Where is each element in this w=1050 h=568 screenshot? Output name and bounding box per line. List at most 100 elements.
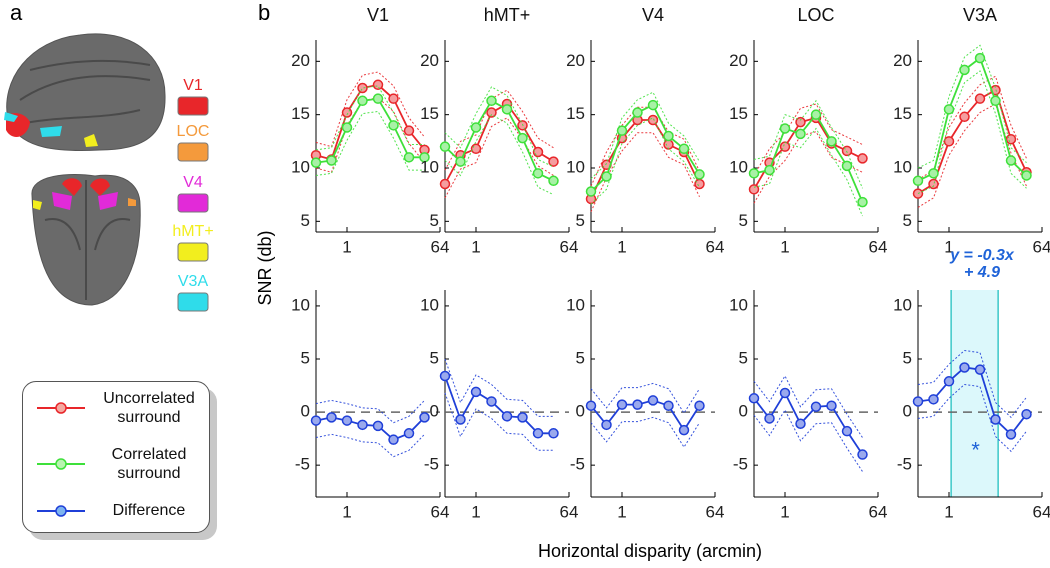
data-point bbox=[943, 104, 955, 115]
data-point bbox=[810, 401, 822, 413]
data-point bbox=[795, 128, 806, 140]
data-point bbox=[486, 396, 497, 407]
y-tick-label: -5 bbox=[733, 455, 748, 474]
x-tick-label: 1 bbox=[471, 502, 480, 521]
data-point bbox=[548, 175, 559, 187]
significance-marker: * bbox=[970, 437, 980, 462]
y-tick-label: 5 bbox=[903, 348, 912, 367]
y-tick-label: 20 bbox=[291, 51, 310, 70]
x-tick-label: 1 bbox=[780, 502, 789, 521]
data-point bbox=[601, 419, 612, 431]
data-point bbox=[1021, 408, 1032, 420]
data-point bbox=[678, 143, 690, 155]
x-tick-label: 1 bbox=[342, 237, 351, 256]
data-point bbox=[455, 156, 466, 167]
y-tick-label: 10 bbox=[893, 157, 912, 176]
data-point bbox=[678, 424, 690, 436]
data-point bbox=[501, 411, 513, 422]
data-point bbox=[748, 393, 760, 404]
y-tick-label: -5 bbox=[424, 455, 439, 474]
data-point bbox=[647, 114, 659, 126]
data-point bbox=[388, 434, 399, 445]
error-band-line bbox=[753, 408, 863, 472]
error-band-line bbox=[917, 103, 1027, 208]
data-point bbox=[341, 107, 353, 118]
error-band-line bbox=[315, 71, 425, 148]
x-tick-label: 1 bbox=[944, 237, 953, 256]
roi-label: V3A bbox=[178, 273, 209, 290]
legend-label: Difference bbox=[112, 502, 186, 519]
y-tick-label: 0 bbox=[430, 402, 439, 421]
annotation: + 4.9 bbox=[964, 264, 1000, 281]
data-point bbox=[647, 99, 659, 111]
data-point bbox=[403, 125, 415, 136]
annotation: y = -0.3x bbox=[949, 247, 1015, 264]
series-line bbox=[590, 119, 701, 200]
x-tick-label: 64 bbox=[706, 502, 725, 521]
data-point bbox=[326, 412, 337, 423]
data-point bbox=[419, 152, 430, 163]
data-point bbox=[532, 146, 544, 158]
legend-swatches bbox=[37, 402, 85, 517]
data-point bbox=[974, 93, 986, 104]
data-point bbox=[403, 152, 415, 163]
y-tick-label: 10 bbox=[566, 157, 585, 176]
y-tick-label: 15 bbox=[893, 104, 912, 123]
y-tick-label: 15 bbox=[566, 104, 585, 123]
y-tick-label: 10 bbox=[729, 295, 748, 314]
data-point bbox=[959, 64, 970, 76]
data-point bbox=[532, 428, 544, 439]
x-tick-label: 64 bbox=[560, 237, 579, 256]
y-tick-label: 20 bbox=[566, 51, 585, 70]
data-point bbox=[857, 196, 868, 208]
data-point bbox=[357, 419, 368, 431]
data-point bbox=[403, 428, 415, 439]
data-point bbox=[959, 111, 970, 123]
error-band-line bbox=[917, 383, 1027, 453]
error-band-line bbox=[590, 91, 700, 180]
roi-label: hMT+ bbox=[172, 223, 213, 240]
data-point bbox=[357, 82, 368, 94]
y-tick-label: 5 bbox=[576, 211, 585, 230]
y-tick-label: 10 bbox=[893, 295, 912, 314]
data-point bbox=[388, 93, 399, 104]
x-tick-label: 1 bbox=[617, 502, 626, 521]
y-tick-label: 10 bbox=[566, 295, 585, 314]
data-point bbox=[943, 136, 955, 147]
data-point bbox=[959, 362, 970, 373]
y-tick-label: 10 bbox=[420, 295, 439, 314]
x-tick-label: 1 bbox=[944, 502, 953, 521]
data-point bbox=[486, 107, 497, 118]
data-point bbox=[826, 136, 837, 147]
y-tick-label: 5 bbox=[739, 211, 748, 230]
data-point bbox=[616, 399, 628, 410]
x-tick-label: 1 bbox=[617, 237, 626, 256]
data-point bbox=[585, 186, 597, 197]
data-point bbox=[532, 168, 544, 179]
series-line bbox=[444, 375, 554, 435]
chart-title: V4 bbox=[642, 5, 664, 25]
panel-label: b bbox=[258, 0, 270, 25]
y-tick-label: 10 bbox=[291, 295, 310, 314]
error-band-line bbox=[753, 99, 863, 189]
data-point bbox=[663, 130, 674, 142]
data-point bbox=[372, 93, 384, 104]
data-point bbox=[841, 425, 853, 437]
data-point bbox=[912, 396, 924, 407]
error-band-line bbox=[444, 113, 554, 196]
chart-title: V1 bbox=[367, 5, 389, 25]
data-point bbox=[1005, 133, 1017, 145]
data-point bbox=[548, 428, 559, 439]
data-point bbox=[501, 104, 513, 115]
chart-title: hMT+ bbox=[484, 5, 531, 25]
series-line bbox=[753, 391, 864, 456]
data-point bbox=[470, 386, 482, 398]
x-tick-label: 64 bbox=[431, 502, 450, 521]
x-tick-label: 1 bbox=[780, 237, 789, 256]
y-tick-label: 5 bbox=[301, 348, 310, 367]
data-point bbox=[439, 141, 451, 152]
data-point bbox=[943, 376, 955, 387]
series-line bbox=[315, 97, 425, 164]
x-tick-label: 64 bbox=[1033, 237, 1050, 256]
y-tick-label: -5 bbox=[295, 455, 310, 474]
